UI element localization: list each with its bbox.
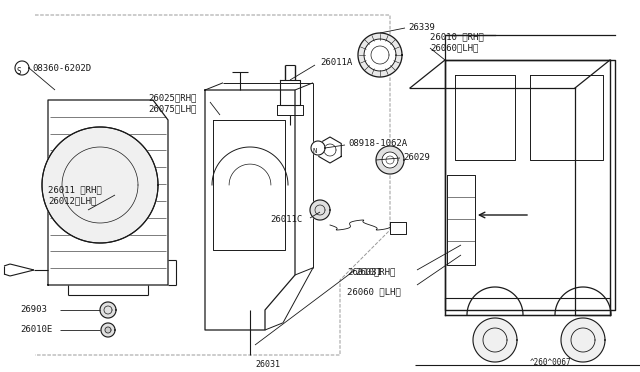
Polygon shape xyxy=(310,200,330,220)
Polygon shape xyxy=(473,318,517,362)
Text: 26031: 26031 xyxy=(355,268,382,277)
Polygon shape xyxy=(376,146,404,174)
Text: 26025〈RH〉: 26025〈RH〉 xyxy=(148,93,196,102)
Polygon shape xyxy=(561,318,605,362)
Text: 26011C: 26011C xyxy=(270,215,302,224)
Text: 26029: 26029 xyxy=(403,153,430,162)
Text: 26060〈LH〉: 26060〈LH〉 xyxy=(430,43,478,52)
Text: 08918-1062A: 08918-1062A xyxy=(348,139,407,148)
Text: ^260^0067: ^260^0067 xyxy=(530,358,572,367)
Text: 26010〈RH〉: 26010〈RH〉 xyxy=(347,267,396,276)
Text: S: S xyxy=(17,67,21,76)
Polygon shape xyxy=(311,141,325,155)
Polygon shape xyxy=(382,152,398,168)
Text: 26031: 26031 xyxy=(255,360,280,369)
Polygon shape xyxy=(101,323,115,337)
Polygon shape xyxy=(358,33,402,77)
Text: 26011 〈RH〉: 26011 〈RH〉 xyxy=(48,185,102,194)
Text: 26075〈LH〉: 26075〈LH〉 xyxy=(148,104,196,113)
Text: 26011A: 26011A xyxy=(320,58,352,67)
Text: N: N xyxy=(313,148,317,154)
Text: 26060 〈LH〉: 26060 〈LH〉 xyxy=(347,287,401,296)
Text: 08360-6202D: 08360-6202D xyxy=(32,64,91,73)
Text: 26012〈LH〉: 26012〈LH〉 xyxy=(48,196,97,205)
Polygon shape xyxy=(100,302,116,318)
Text: 26010 〈RH〉: 26010 〈RH〉 xyxy=(430,32,484,41)
Text: 26339: 26339 xyxy=(408,23,435,32)
Text: 26010E: 26010E xyxy=(20,325,52,334)
Polygon shape xyxy=(42,127,158,243)
Polygon shape xyxy=(364,39,396,71)
Polygon shape xyxy=(15,61,29,75)
Text: 26903: 26903 xyxy=(20,305,47,314)
Polygon shape xyxy=(105,327,111,333)
